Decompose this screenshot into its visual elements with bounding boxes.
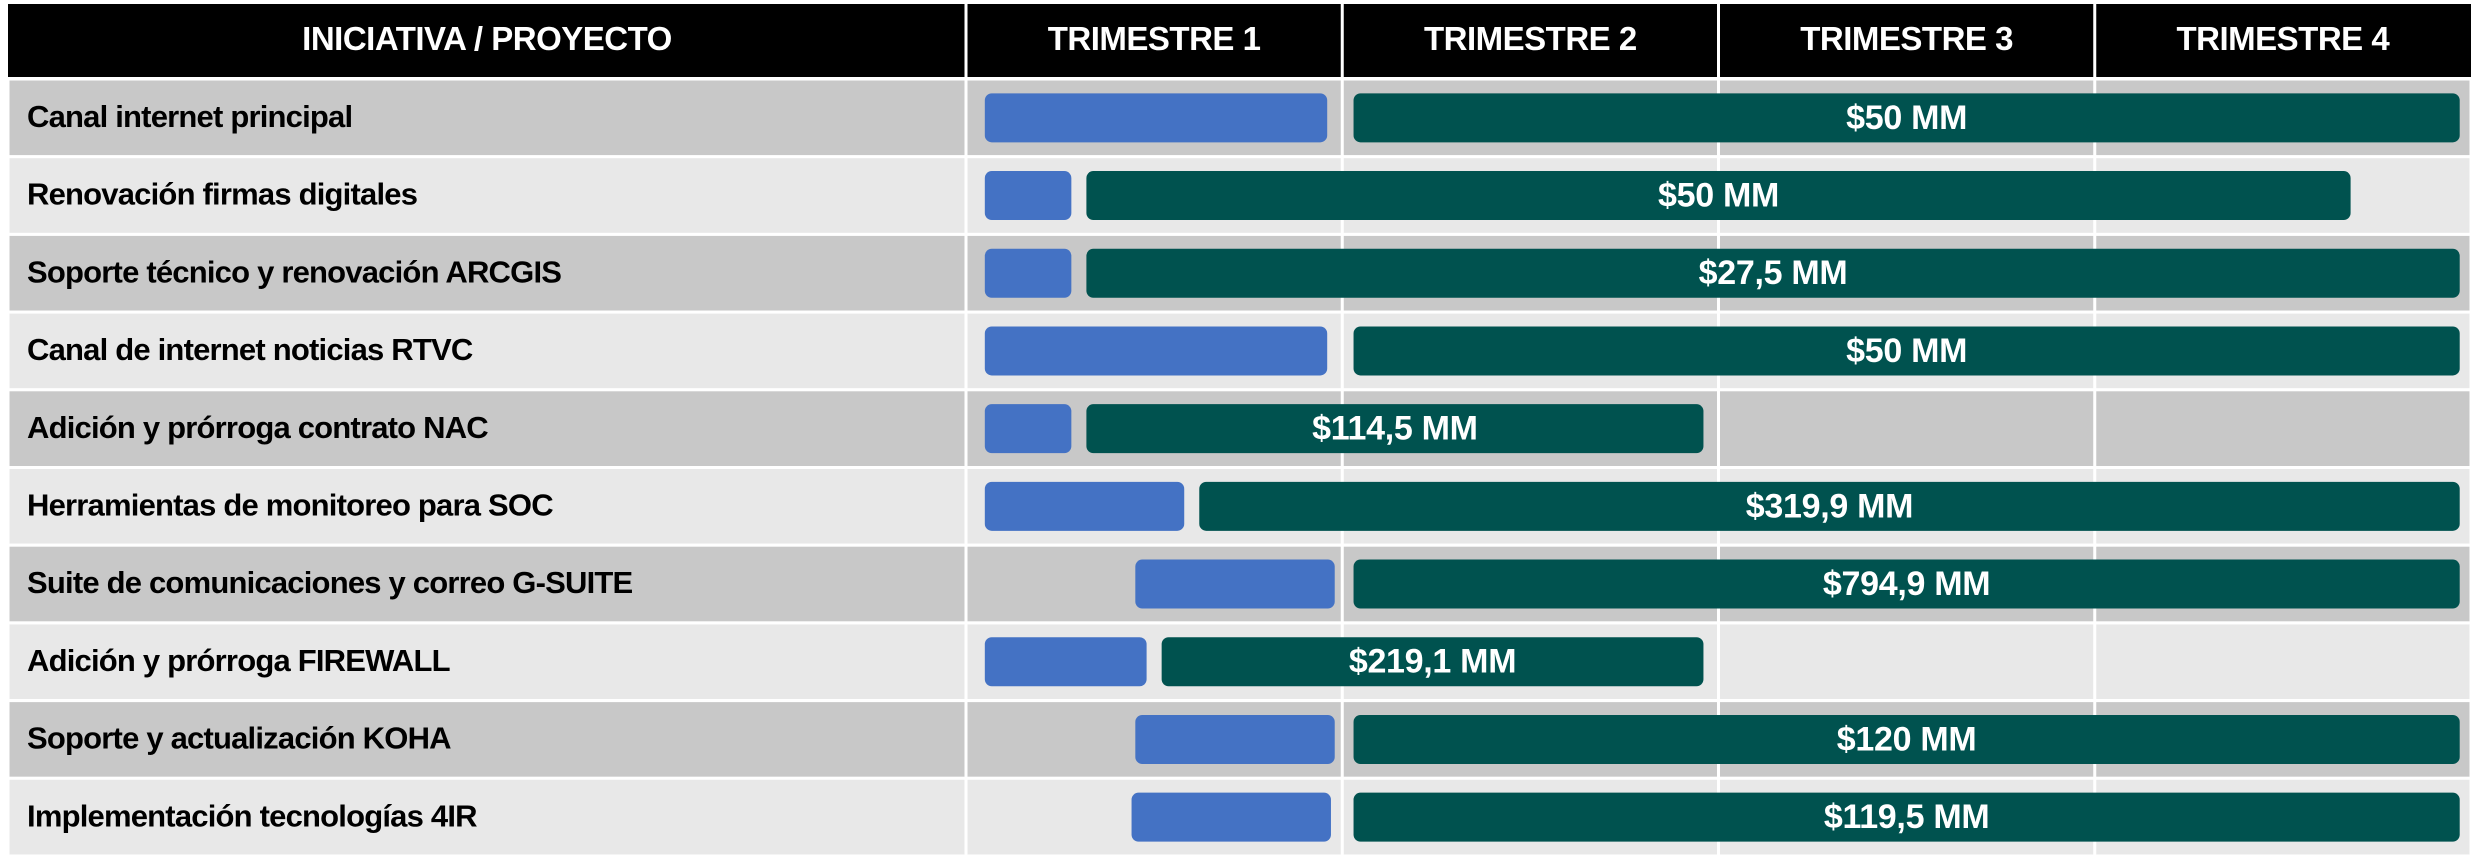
task-label: Adición y prórroga FIREWALL [27, 643, 450, 678]
cost-label: $50 MM [1846, 99, 1967, 137]
label-cell [6, 543, 968, 625]
exec-bar [1353, 326, 2460, 376]
task-label: Canal internet principal [27, 99, 352, 134]
task-label: Soporte y actualización KOHA [27, 721, 451, 756]
exec-bar [1199, 481, 2460, 531]
cost-label: $50 MM [1658, 177, 1779, 215]
exec-bar [1086, 404, 1704, 454]
task-label: Renovación firmas digitales [27, 177, 417, 212]
task-label: Implementación tecnologías 4IR [27, 798, 477, 833]
column-header: TRIMESTRE 2 [1424, 20, 1637, 57]
exec-bar [1086, 248, 2460, 298]
cost-label: $27,5 MM [1699, 254, 1848, 292]
column-header: TRIMESTRE 1 [1048, 20, 1261, 57]
label-cell [6, 232, 968, 314]
exec-bar [1086, 171, 2351, 221]
exec-bar [1353, 714, 2460, 764]
header-bg [8, 4, 2471, 77]
prep-bar [1135, 559, 1335, 609]
task-label: Herramientas de monitoreo para SOC [27, 488, 553, 523]
exec-bar [1353, 93, 2460, 143]
column-header: TRIMESTRE 4 [2177, 20, 2391, 57]
prep-bar [984, 481, 1185, 531]
cost-label: $219,1 MM [1349, 643, 1516, 681]
cost-label: $120 MM [1837, 720, 1977, 758]
prep-bar [984, 326, 1328, 376]
label-cell [6, 699, 968, 780]
prep-bar [984, 93, 1328, 143]
task-label: Canal de internet noticias RTVC [27, 332, 473, 367]
label-cell [6, 155, 968, 236]
cost-label: $119,5 MM [1824, 798, 1990, 836]
exec-bar [1353, 559, 2460, 609]
cost-label: $319,9 MM [1746, 487, 1913, 525]
column-header: INICIATIVA / PROYECTO [302, 20, 672, 57]
label-cell [6, 310, 968, 392]
exec-bar [1161, 637, 1704, 687]
column-header: TRIMESTRE 3 [1800, 20, 2013, 57]
prep-bar [1135, 714, 1335, 764]
cost-label: $114,5 MM [1312, 410, 1478, 448]
prep-bar [984, 637, 1147, 687]
prep-bar [1131, 792, 1331, 842]
prep-bar [984, 248, 1072, 298]
cost-label: $50 MM [1846, 332, 1967, 370]
exec-bar [1353, 792, 2460, 842]
cost-label: $794,9 MM [1823, 565, 1990, 603]
label-cell [6, 776, 968, 856]
prep-bar [984, 171, 1072, 221]
task-label: Soporte técnico y renovación ARCGIS [27, 254, 561, 289]
task-label: Adición y prórroga contrato NAC [27, 410, 488, 445]
prep-bar [984, 404, 1072, 454]
task-label: Suite de comunicaciones y correo G-SUITE [27, 565, 633, 600]
